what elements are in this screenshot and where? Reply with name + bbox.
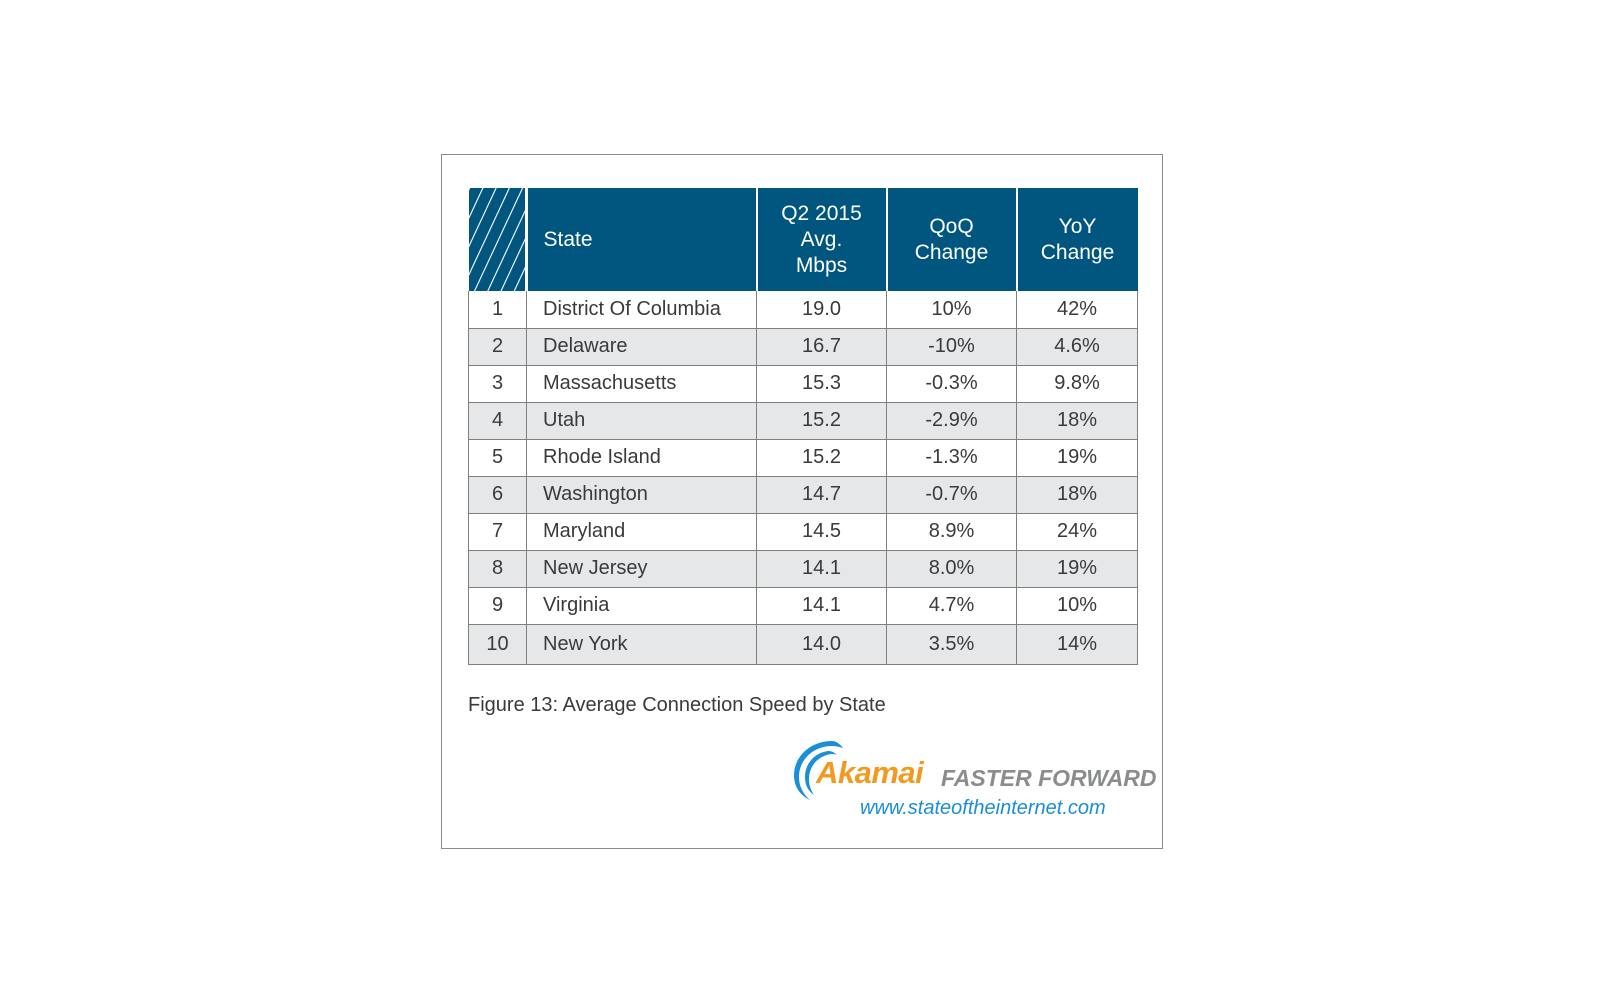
akamai-logo: Akamai FASTER FORWARD www.stateoftheinte…	[788, 737, 1157, 827]
rank-header-hatch	[468, 188, 528, 291]
table-row: 6 Washington 14.7 -0.7% 18%	[468, 476, 1138, 514]
state-cell: Washington	[526, 476, 757, 514]
header-label: Change	[1040, 240, 1115, 264]
table-row: 2 Delaware 16.7 -10% 4.6%	[468, 328, 1138, 366]
qoq-change-cell: 10%	[886, 291, 1017, 329]
rank-cell: 7	[468, 513, 527, 551]
header-label: State	[543, 227, 593, 251]
rank-cell: 1	[468, 291, 527, 329]
avg-mbps-cell: 16.7	[756, 328, 887, 366]
table-row: 4 Utah 15.2 -2.9% 18%	[468, 402, 1138, 440]
state-column-header: State	[526, 188, 758, 291]
qoq-change-cell: -10%	[886, 328, 1017, 366]
avg-mbps-cell: 14.0	[756, 624, 887, 665]
table-row: 9 Virginia 14.1 4.7% 10%	[468, 587, 1138, 625]
state-cell: Maryland	[526, 513, 757, 551]
diagonal-hatch-icon	[468, 188, 525, 291]
qoq-change-cell: -0.7%	[886, 476, 1017, 514]
state-cell: Virginia	[526, 587, 757, 625]
figure-frame: State Q2 2015 Avg. Mbps QoQ Change YoY C…	[441, 154, 1163, 849]
akamai-swoosh-icon	[794, 741, 843, 800]
yoy-change-cell: 4.6%	[1016, 328, 1138, 366]
brand-tagline: FASTER FORWARD	[941, 765, 1157, 791]
qoq-change-column-header: QoQ Change	[886, 188, 1018, 291]
header-label: Change	[914, 240, 989, 264]
connection-speed-table: State Q2 2015 Avg. Mbps QoQ Change YoY C…	[468, 188, 1138, 665]
yoy-change-cell: 9.8%	[1016, 365, 1138, 403]
yoy-change-cell: 10%	[1016, 587, 1138, 625]
yoy-change-cell: 24%	[1016, 513, 1138, 551]
rank-cell: 6	[468, 476, 527, 514]
avg-mbps-column-header: Q2 2015 Avg. Mbps	[756, 188, 888, 291]
avg-mbps-cell: 15.2	[756, 402, 887, 440]
qoq-change-cell: 8.0%	[886, 550, 1017, 588]
table-body: 1 District Of Columbia 19.0 10% 42% 2 Delaware…	[468, 291, 1138, 665]
table-row: 8 New Jersey 14.1 8.0% 19%	[468, 550, 1138, 588]
table-row: 3 Massachusetts 15.3 -0.3% 9.8%	[468, 365, 1138, 403]
header-label: QoQ	[929, 214, 974, 238]
table-row: 5 Rhode Island 15.2 -1.3% 19%	[468, 439, 1138, 477]
rank-cell: 2	[468, 328, 527, 366]
yoy-change-cell: 18%	[1016, 402, 1138, 440]
header-label: Avg.	[800, 227, 843, 251]
website-url: www.stateoftheinternet.com	[860, 797, 1106, 819]
header-label: Mbps	[795, 253, 848, 277]
qoq-change-cell: -1.3%	[886, 439, 1017, 477]
rank-cell: 4	[468, 402, 527, 440]
table-row: 1 District Of Columbia 19.0 10% 42%	[468, 291, 1138, 329]
state-cell: Utah	[526, 402, 757, 440]
state-cell: Rhode Island	[526, 439, 757, 477]
rank-cell: 9	[468, 587, 527, 625]
header-row: State Q2 2015 Avg. Mbps QoQ Change YoY C…	[468, 188, 1138, 291]
qoq-change-cell: 3.5%	[886, 624, 1017, 665]
rank-cell: 8	[468, 550, 527, 588]
table-row: 10 New York 14.0 3.5% 14%	[468, 624, 1138, 665]
yoy-change-cell: 14%	[1016, 624, 1138, 665]
brand-name: Akamai	[816, 755, 924, 790]
yoy-change-cell: 42%	[1016, 291, 1138, 329]
avg-mbps-cell: 15.2	[756, 439, 887, 477]
state-cell: Delaware	[526, 328, 757, 366]
avg-mbps-cell: 14.5	[756, 513, 887, 551]
avg-mbps-cell: 15.3	[756, 365, 887, 403]
yoy-change-cell: 19%	[1016, 550, 1138, 588]
avg-mbps-cell: 14.1	[756, 587, 887, 625]
avg-mbps-cell: 14.1	[756, 550, 887, 588]
state-cell: New York	[526, 624, 757, 665]
avg-mbps-cell: 14.7	[756, 476, 887, 514]
header-label: YoY	[1058, 214, 1097, 238]
header-label: Q2 2015	[781, 201, 862, 225]
yoy-change-cell: 19%	[1016, 439, 1138, 477]
qoq-change-cell: -2.9%	[886, 402, 1017, 440]
figure-caption: Figure 13: Average Connection Speed by S…	[468, 694, 886, 716]
qoq-change-cell: 8.9%	[886, 513, 1017, 551]
rank-cell: 10	[468, 624, 527, 665]
state-cell: New Jersey	[526, 550, 757, 588]
yoy-change-cell: 18%	[1016, 476, 1138, 514]
rank-cell: 3	[468, 365, 527, 403]
state-cell: Massachusetts	[526, 365, 757, 403]
table-row: 7 Maryland 14.5 8.9% 24%	[468, 513, 1138, 551]
qoq-change-cell: -0.3%	[886, 365, 1017, 403]
rank-cell: 5	[468, 439, 527, 477]
avg-mbps-cell: 19.0	[756, 291, 887, 329]
state-cell: District Of Columbia	[526, 291, 757, 329]
yoy-change-column-header: YoY Change	[1016, 188, 1138, 291]
qoq-change-cell: 4.7%	[886, 587, 1017, 625]
